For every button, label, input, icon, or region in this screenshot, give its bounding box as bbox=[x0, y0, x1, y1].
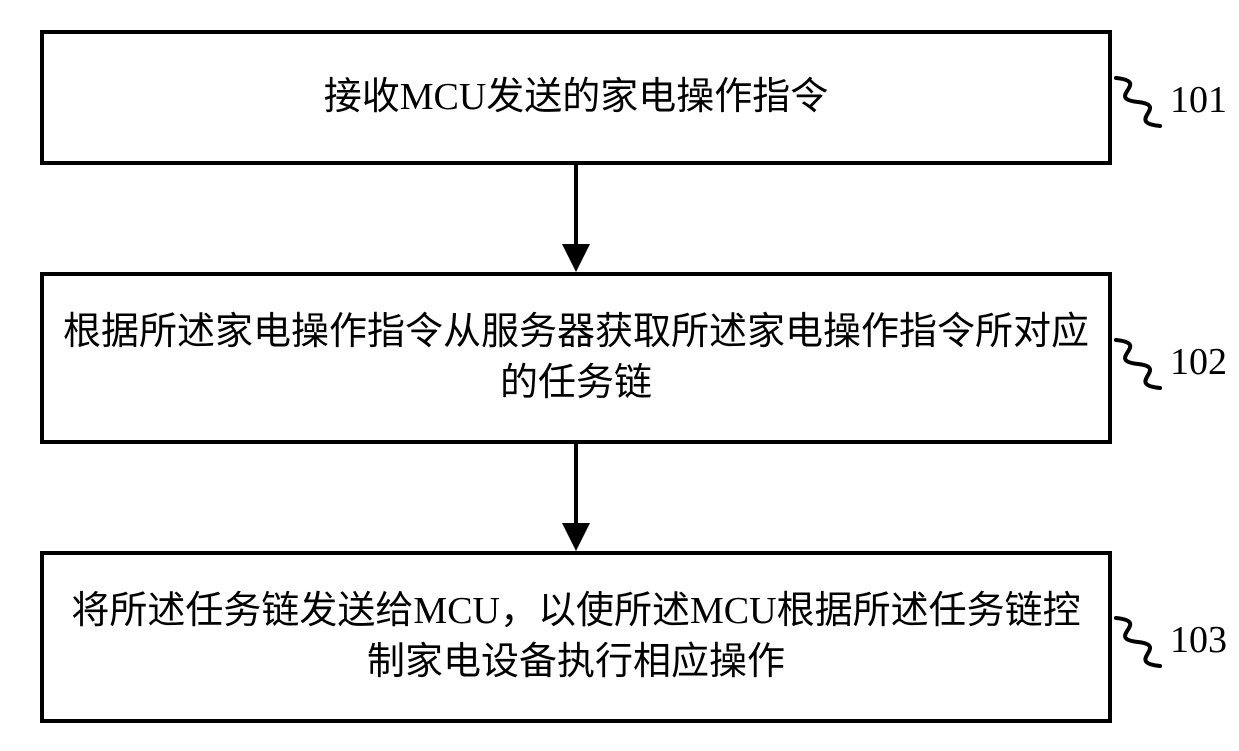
flow-node-text: 根据所述家电操作指令从服务器获取所述家电操作指令所对应的任务链 bbox=[62, 307, 1090, 410]
flow-node-text: 将所述任务链发送给MCU，以使所述MCU根据所述任务链控制家电设备执行相应操作 bbox=[62, 586, 1090, 689]
label-connector-n103 bbox=[1112, 618, 1167, 670]
flowchart-canvas: 接收MCU发送的家电操作指令根据所述家电操作指令从服务器获取所述家电操作指令所对… bbox=[0, 0, 1239, 751]
step-label-102: 102 bbox=[1170, 340, 1227, 384]
flow-node-n101: 接收MCU发送的家电操作指令 bbox=[40, 30, 1112, 165]
label-connector-n102 bbox=[1112, 340, 1167, 392]
flow-node-n102: 根据所述家电操作指令从服务器获取所述家电操作指令所对应的任务链 bbox=[40, 272, 1112, 444]
flow-node-n103: 将所述任务链发送给MCU，以使所述MCU根据所述任务链控制家电设备执行相应操作 bbox=[40, 551, 1112, 723]
flow-node-text: 接收MCU发送的家电操作指令 bbox=[324, 72, 829, 123]
flow-arrow-n102-n103 bbox=[546, 444, 606, 551]
label-connector-n101 bbox=[1112, 78, 1167, 130]
step-label-101: 101 bbox=[1170, 78, 1227, 122]
step-label-103: 103 bbox=[1170, 618, 1227, 662]
flow-arrow-n101-n102 bbox=[546, 165, 606, 272]
